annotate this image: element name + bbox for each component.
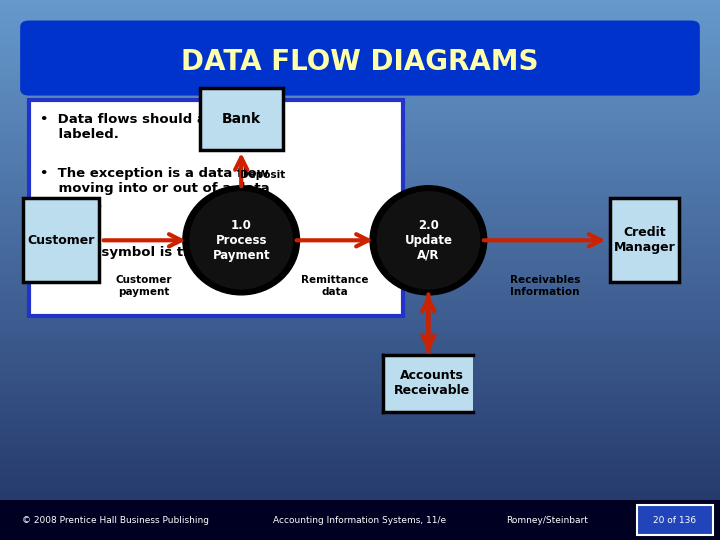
Text: Bank: Bank bbox=[222, 112, 261, 126]
Bar bbox=[383, 355, 474, 411]
Text: •  Data flows should always be
    labeled.: • Data flows should always be labeled. bbox=[40, 113, 271, 141]
FancyBboxPatch shape bbox=[611, 198, 679, 282]
FancyBboxPatch shape bbox=[29, 100, 403, 316]
Ellipse shape bbox=[374, 189, 482, 292]
Text: Customer: Customer bbox=[27, 234, 95, 247]
Text: •  What symbol is the data store?: • What symbol is the data store? bbox=[40, 246, 291, 259]
FancyBboxPatch shape bbox=[200, 87, 283, 150]
Bar bbox=[637, 505, 713, 535]
FancyBboxPatch shape bbox=[24, 198, 99, 282]
Text: Remittance
data: Remittance data bbox=[301, 275, 369, 297]
Text: Deposit: Deposit bbox=[240, 170, 285, 180]
Text: Romney/Steinbart: Romney/Steinbart bbox=[506, 516, 588, 524]
Text: DATA FLOW DIAGRAMS: DATA FLOW DIAGRAMS bbox=[181, 48, 539, 76]
Text: 1.0
Process
Payment: 1.0 Process Payment bbox=[212, 219, 270, 262]
Text: Customer
payment: Customer payment bbox=[116, 275, 172, 297]
Bar bbox=[0, 500, 720, 540]
Text: Accounts
Receivable: Accounts Receivable bbox=[394, 369, 470, 397]
Text: Accounting Information Systems, 11/e: Accounting Information Systems, 11/e bbox=[274, 516, 446, 524]
Text: 2.0
Update
A/R: 2.0 Update A/R bbox=[405, 219, 452, 262]
FancyBboxPatch shape bbox=[20, 21, 700, 96]
Ellipse shape bbox=[183, 186, 300, 295]
Text: Receivables
Information: Receivables Information bbox=[510, 275, 580, 297]
Text: •  The exception is a data flow
    moving into or out of a data
    store.: • The exception is a data flow moving in… bbox=[40, 167, 269, 211]
Ellipse shape bbox=[370, 186, 487, 295]
Text: © 2008 Prentice Hall Business Publishing: © 2008 Prentice Hall Business Publishing bbox=[22, 516, 209, 524]
Text: Credit
Manager: Credit Manager bbox=[613, 226, 675, 254]
Text: 20 of 136: 20 of 136 bbox=[653, 516, 696, 524]
Ellipse shape bbox=[187, 189, 295, 292]
